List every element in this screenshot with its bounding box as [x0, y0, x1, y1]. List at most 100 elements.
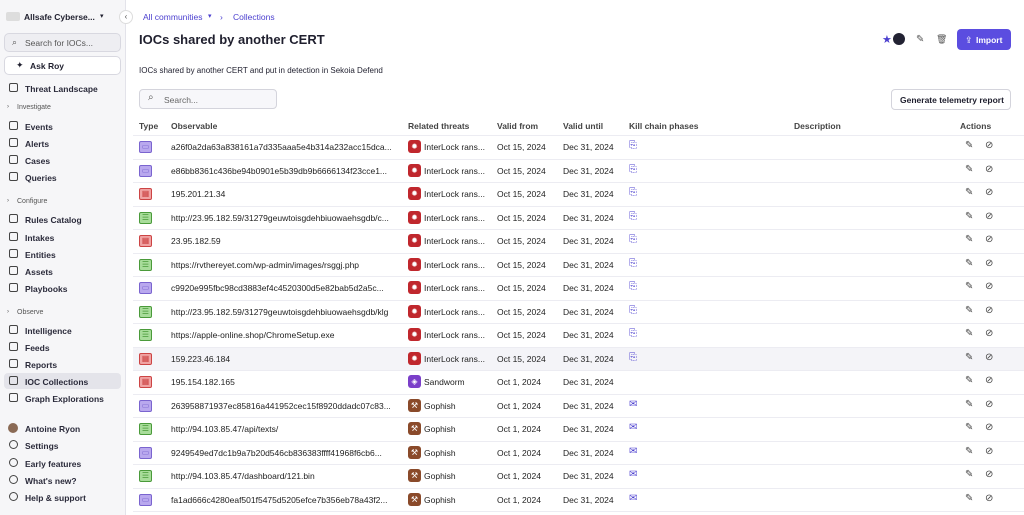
table-row[interactable]: ▭ 9249549ed7dc1b9a7b20d546cb836383ffff419… — [133, 442, 1024, 465]
section-caret[interactable]: › — [7, 104, 9, 110]
observable[interactable]: http://94.103.85.47/dashboard/121.bin — [171, 471, 315, 481]
nav-item[interactable]: Early features — [25, 459, 82, 469]
nav-item[interactable]: Feeds — [25, 343, 50, 353]
disable-action[interactable]: ⊘ — [985, 445, 994, 457]
nav-item[interactable]: Entities — [25, 250, 56, 260]
related-threat[interactable]: Gophish — [424, 447, 456, 458]
disable-action[interactable]: ⊘ — [985, 351, 994, 363]
related-threat[interactable]: Gophish — [424, 471, 456, 481]
nav-item[interactable]: Events — [25, 122, 53, 132]
nav-item[interactable]: IOC Collections — [25, 377, 89, 387]
table-row[interactable]: ☰ https://rvthereyet.com/wp-admin/images/… — [133, 254, 1024, 277]
edit-action[interactable]: ✎ — [965, 210, 974, 222]
table-search[interactable] — [139, 89, 277, 109]
nav-item[interactable]: Intelligence — [25, 326, 72, 336]
table-row[interactable]: ▭ a26f0a2da63a838161a7d335aaa5e4b314a232a… — [133, 136, 1024, 160]
table-row[interactable]: ☰ http://94.103.85.47/dashboard/121.bin ⚒ G… — [133, 465, 1024, 489]
org-caret[interactable]: ▾ — [100, 13, 104, 20]
disable-action[interactable]: ⊘ — [985, 375, 994, 386]
org-name[interactable]: Allsafe Cyberse... — [24, 12, 95, 22]
table-row[interactable]: ▦ 23.95.182.59 ✹ InterLock rans... Oct 15, 2… — [133, 230, 1024, 254]
disable-action[interactable]: ⊘ — [985, 492, 994, 504]
related-threat[interactable]: InterLock rans... — [424, 236, 485, 246]
table-row[interactable]: ▦ 195.201.21.34 ✹ InterLock rans... Oct 15, … — [133, 183, 1024, 207]
observable[interactable]: http://23.95.182.59/31279geuwtoisgdehbiu… — [171, 306, 389, 317]
observable[interactable]: 195.154.182.165 — [171, 377, 235, 387]
nav-item[interactable]: Reports — [25, 360, 58, 370]
edit-action[interactable]: ✎ — [965, 469, 974, 480]
kill-chain-icon[interactable]: ✉ — [629, 445, 638, 457]
observable[interactable]: 195.201.21.34 — [171, 189, 226, 199]
observable[interactable]: a26f0a2da63a838161a7d335aaa5e4b314a232ac… — [171, 142, 392, 152]
breadcrumb-caret[interactable]: ▾ — [208, 13, 212, 20]
kill-chain-icon[interactable]: ⎘ — [629, 281, 637, 292]
delete-button[interactable]: 🗑 — [936, 34, 948, 44]
search-box[interactable] — [4, 33, 121, 52]
edit-action[interactable]: ✎ — [965, 351, 974, 363]
user-avatar[interactable] — [8, 423, 18, 433]
nav-item[interactable]: Queries — [25, 173, 57, 183]
nav-section[interactable]: Investigate — [17, 104, 51, 111]
table-row[interactable]: ▭ 263958871937ec85816a441952cec15f8920dda… — [133, 395, 1024, 418]
observable[interactable]: 23.95.182.59 — [171, 236, 221, 246]
nav-section[interactable]: Configure — [17, 198, 48, 205]
related-threat[interactable]: InterLock rans... — [424, 189, 485, 199]
edit-action[interactable]: ✎ — [965, 445, 974, 457]
kill-chain-icon[interactable]: ✉ — [629, 422, 638, 433]
table-row[interactable]: ☰ http://94.103.85.47/api/texts/ ⚒ Gophish O… — [133, 418, 1024, 442]
observable[interactable]: http://23.95.182.59/31279geuwtoisgdehbiu… — [171, 212, 389, 223]
table-row[interactable]: ▦ 195.154.182.165 ◈ Sandworm Oct 1, 2024 Dec … — [133, 371, 1024, 395]
kill-chain-icon[interactable]: ⎘ — [629, 257, 637, 269]
nav-section[interactable]: Observe — [17, 309, 44, 316]
observable[interactable]: http://94.103.85.47/api/texts/ — [171, 424, 279, 434]
related-threat[interactable]: Sandworm — [424, 377, 465, 387]
related-threat[interactable]: Gophish — [424, 400, 456, 411]
nav-item[interactable]: What's new? — [25, 476, 77, 486]
disable-action[interactable]: ⊘ — [985, 469, 994, 480]
kill-chain-icon[interactable]: ✉ — [629, 469, 638, 480]
nav-item[interactable]: Antoine Ryon — [25, 424, 81, 434]
nav-item[interactable]: Settings — [25, 441, 59, 451]
observable[interactable]: 9249549ed7dc1b9a7b20d546cb836383ffff4196… — [171, 447, 382, 458]
kill-chain-icon[interactable]: ⎘ — [629, 163, 637, 175]
collapse-button[interactable]: ‹ — [119, 10, 133, 24]
disable-action[interactable]: ⊘ — [985, 140, 994, 151]
nav-item[interactable]: Cases — [25, 156, 51, 166]
observable[interactable]: https://rvthereyet.com/wp-admin/images/r… — [171, 259, 360, 270]
column-header[interactable]: Observable — [171, 121, 218, 131]
disable-action[interactable]: ⊘ — [985, 234, 994, 245]
breadcrumb-current[interactable]: Collections — [233, 12, 275, 22]
table-row[interactable]: ▦ 159.223.46.184 ✹ InterLock rans... Oct 15,… — [133, 347, 1024, 371]
kill-chain-icon[interactable]: ✉ — [629, 398, 638, 410]
table-row[interactable]: ▭ e86bb8361c436be94b0901e5b39db9b6666134f… — [133, 160, 1024, 183]
disable-action[interactable]: ⊘ — [985, 257, 994, 269]
disable-action[interactable]: ⊘ — [985, 210, 994, 222]
kill-chain-icon[interactable]: ✉ — [629, 492, 638, 504]
nav-item[interactable]: Threat Landscape — [25, 84, 98, 94]
disable-action[interactable]: ⊘ — [985, 304, 994, 316]
nav-item[interactable]: Playbooks — [25, 284, 68, 294]
related-threat[interactable]: InterLock rans... — [424, 330, 485, 340]
nav-item[interactable]: Graph Explorations — [25, 394, 104, 404]
observable[interactable]: https://apple-online.shop/ChromeSetup.ex… — [171, 330, 335, 340]
observable[interactable]: fa1ad666c4280eaf501f5475d5205efce7b356eb… — [171, 494, 388, 505]
disable-action[interactable]: ⊘ — [985, 398, 994, 410]
edit-action[interactable]: ✎ — [965, 398, 974, 410]
table-row[interactable]: ☰ http://23.95.182.59/31279geuwtoisgdehbi… — [133, 301, 1024, 324]
related-threat[interactable]: InterLock rans... — [424, 212, 485, 223]
disable-action[interactable]: ⊘ — [985, 163, 994, 175]
edit-action[interactable]: ✎ — [965, 304, 974, 316]
edit-action[interactable]: ✎ — [965, 257, 974, 269]
column-header[interactable]: Related threats — [408, 121, 470, 131]
edit-action[interactable]: ✎ — [965, 375, 974, 386]
favorite-star[interactable]: ★ — [882, 34, 892, 46]
observable[interactable]: 159.223.46.184 — [171, 353, 231, 364]
nav-item[interactable]: Rules Catalog — [25, 215, 82, 225]
related-threat[interactable]: InterLock rans... — [424, 142, 485, 152]
table-row[interactable]: ☰ https://apple-online.shop/ChromeSetup.e… — [133, 324, 1024, 348]
related-threat[interactable]: InterLock rans... — [424, 353, 485, 364]
table-row[interactable]: ▭ fa1ad666c4280eaf501f5475d5205efce7b356e… — [133, 489, 1024, 512]
ask-button[interactable] — [4, 56, 121, 75]
related-threat[interactable]: InterLock rans... — [424, 165, 485, 176]
edit-action[interactable]: ✎ — [965, 328, 974, 339]
